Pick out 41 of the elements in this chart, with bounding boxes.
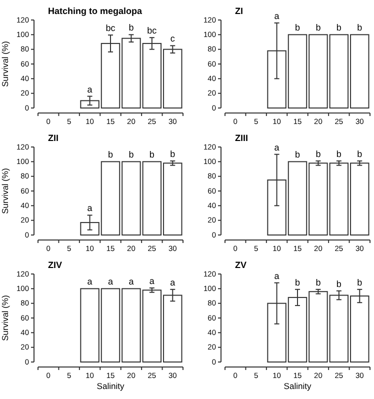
- annotation: a: [87, 203, 92, 214]
- annotation: b: [336, 148, 342, 159]
- annotation: b: [357, 277, 362, 288]
- y-axis-title: Survival (%): [0, 40, 10, 87]
- annotation: a: [149, 276, 154, 286]
- annotation: a: [87, 84, 92, 94]
- annotation: a: [274, 10, 280, 21]
- annotation: b: [316, 148, 321, 159]
- annotation: b: [336, 22, 342, 33]
- annotation: a: [170, 277, 176, 288]
- chart-title: Hatching to megalopa: [48, 6, 143, 16]
- annotation: bc: [106, 23, 116, 34]
- annotation: b: [294, 277, 300, 288]
- annotation: a: [87, 276, 92, 287]
- annotation: b: [128, 22, 134, 33]
- x-axis-title: Salinity: [284, 381, 312, 391]
- chart-title: ZII: [48, 133, 58, 143]
- annotation: b: [357, 22, 362, 33]
- annotation: b: [128, 150, 134, 160]
- chart-title: ZIII: [235, 133, 248, 143]
- annotation: bc: [147, 26, 158, 36]
- y-axis-title: Survival (%): [0, 168, 10, 214]
- annotation: b: [108, 150, 114, 160]
- chart-title: ZIV: [48, 260, 62, 270]
- annotation: a: [274, 270, 280, 281]
- annotation: c: [170, 34, 176, 44]
- annotation: b: [170, 148, 176, 159]
- annotation: a: [274, 142, 280, 152]
- chart-title: ZV: [235, 260, 247, 270]
- annotation: b: [316, 22, 321, 33]
- x-axis-title: Salinity: [96, 381, 125, 391]
- annotation: a: [108, 276, 114, 287]
- y-axis-title: Survival (%): [0, 294, 10, 341]
- annotation: b: [336, 278, 342, 289]
- annotation: a: [128, 276, 134, 287]
- chart-title: ZI: [235, 6, 243, 16]
- annotation: b: [294, 22, 300, 33]
- annotation: b: [316, 277, 321, 288]
- annotation: b: [149, 150, 154, 160]
- annotation: b: [357, 148, 362, 159]
- annotation: b: [294, 150, 300, 160]
